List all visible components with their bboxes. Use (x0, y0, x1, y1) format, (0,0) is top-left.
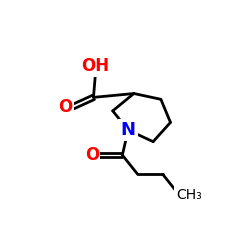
Text: O: O (85, 146, 99, 164)
Text: OH: OH (81, 57, 110, 75)
Text: N: N (120, 121, 136, 139)
Text: CH₃: CH₃ (176, 188, 202, 202)
Text: O: O (58, 98, 73, 116)
